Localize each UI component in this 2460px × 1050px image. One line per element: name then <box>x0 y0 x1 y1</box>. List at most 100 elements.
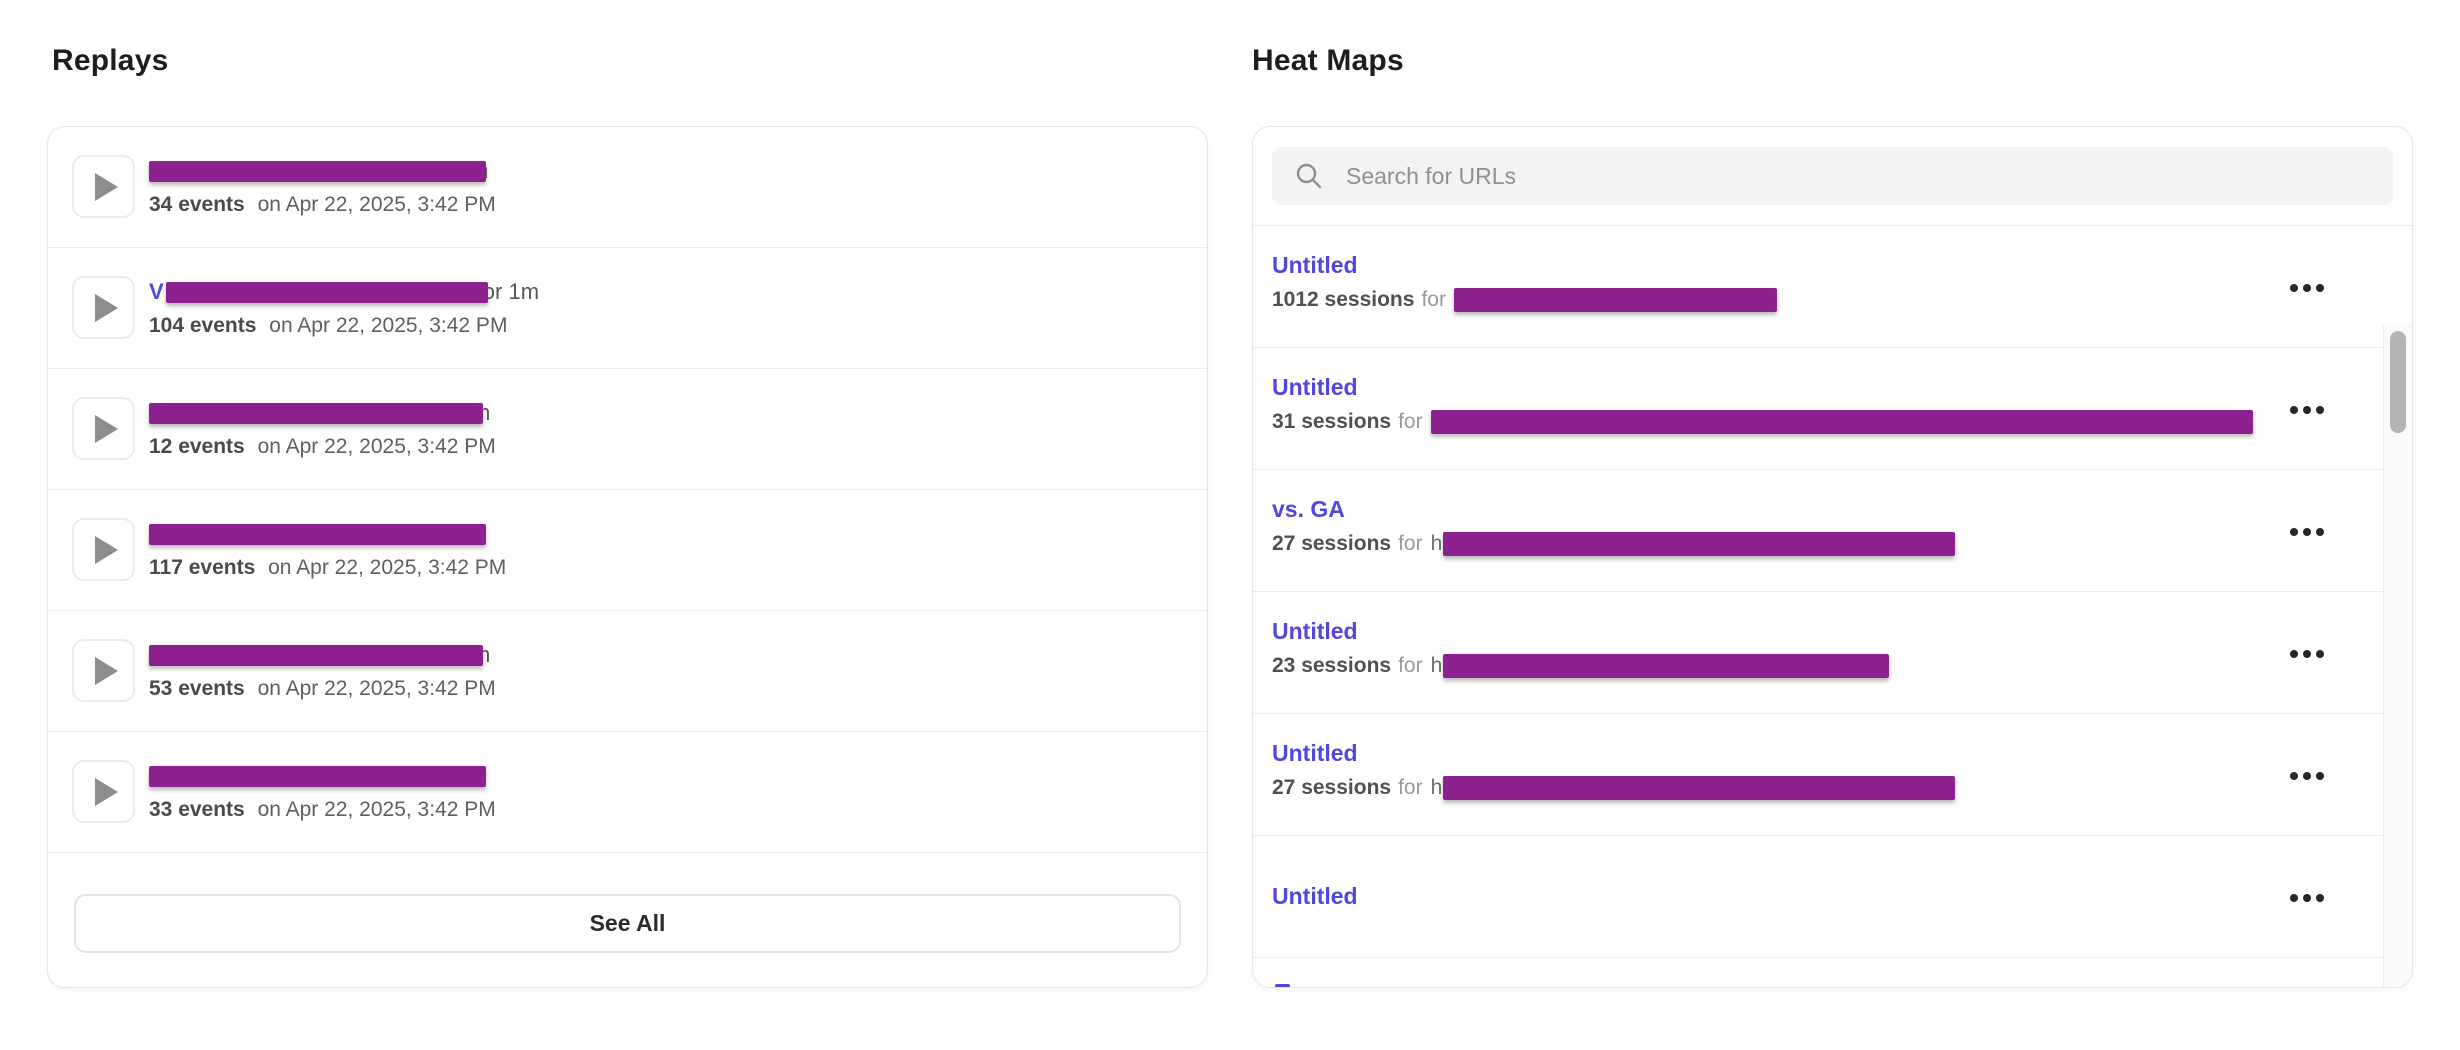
session-count: 1012 sessions <box>1272 288 1415 311</box>
heatmap-search-area <box>1253 127 2412 226</box>
redacted-url <box>1453 288 1777 312</box>
play-replay-button[interactable] <box>72 518 135 581</box>
replay-session-link[interactable]: m <box>149 155 1207 187</box>
replay-row: V for 1m 104 events on Apr 22, 2025, 3:4… <box>48 248 1207 369</box>
for-label: for <box>1398 776 1423 799</box>
replays-panel: m 34 events on Apr 22, 2025, 3:42 PM V f… <box>47 126 1208 988</box>
play-icon <box>95 535 118 564</box>
heatmap-title-link[interactable]: Untitled <box>1272 883 1358 909</box>
redacted-url <box>1443 776 1956 800</box>
for-label: for <box>1398 532 1423 555</box>
session-count: 27 sessions <box>1272 532 1392 555</box>
replay-timestamp: on Apr 22, 2025, 3:42 PM <box>257 677 496 700</box>
ellipsis-menu-icon <box>2290 893 2298 902</box>
session-count: 23 sessions <box>1272 654 1392 677</box>
replays-section-title: Replays <box>52 44 169 77</box>
replay-row: m 53 events on Apr 22, 2025, 3:42 PM <box>48 611 1207 732</box>
play-icon <box>95 172 118 201</box>
row-menu-button[interactable] <box>2264 639 2324 669</box>
event-count: 12 events <box>149 435 245 458</box>
heatmap-row: Untitled 1012 sessions for <box>1253 226 2383 348</box>
play-replay-button[interactable] <box>72 155 135 218</box>
heatmaps-panel: Untitled 1012 sessions for Untitled 31 s… <box>1252 126 2413 988</box>
scrollbar-track[interactable] <box>2383 325 2412 987</box>
heatmap-title-link[interactable]: Untitled <box>1272 252 1358 278</box>
replay-row: 33 events on Apr 22, 2025, 3:42 PM <box>48 732 1207 853</box>
session-count: 27 sessions <box>1272 776 1392 799</box>
redacted-visitor-name <box>149 402 483 424</box>
url-visible-prefix: h <box>1430 654 1443 677</box>
play-icon <box>95 656 118 685</box>
for-label: for <box>1398 654 1423 677</box>
redacted-visitor-name <box>149 644 483 666</box>
ellipsis-menu-icon <box>2290 527 2298 536</box>
ellipsis-menu-icon <box>2290 405 2298 414</box>
replay-timestamp: on Apr 22, 2025, 3:42 PM <box>257 435 496 458</box>
ellipsis-menu-icon <box>2290 283 2298 292</box>
replay-meta: 12 events on Apr 22, 2025, 3:42 PM <box>149 435 1207 459</box>
play-icon <box>95 414 118 443</box>
replay-meta: 33 events on Apr 22, 2025, 3:42 PM <box>149 798 1207 822</box>
search-icon <box>1296 163 1322 189</box>
play-replay-button[interactable] <box>72 639 135 702</box>
row-menu-button[interactable] <box>2264 761 2324 791</box>
play-replay-button[interactable] <box>72 276 135 339</box>
replay-meta: 53 events on Apr 22, 2025, 3:42 PM <box>149 677 1207 701</box>
ellipsis-menu-icon <box>2290 771 2298 780</box>
heatmap-meta: 1012 sessions for <box>1272 288 2383 312</box>
replay-timestamp: on Apr 22, 2025, 3:42 PM <box>257 798 496 821</box>
scrollbar-thumb[interactable] <box>2390 331 2406 433</box>
event-count: 33 events <box>149 798 245 821</box>
url-visible-prefix: h <box>1430 776 1443 799</box>
heatmap-meta: 27 sessions for h <box>1272 776 2383 800</box>
replay-timestamp: on Apr 22, 2025, 3:42 PM <box>268 556 507 579</box>
replay-session-link[interactable] <box>149 518 1207 550</box>
see-all-button[interactable]: See All <box>74 894 1181 953</box>
heatmap-row: Untitled 23 sessions for h <box>1253 592 2383 714</box>
heatmap-row: Untitled 27 sessions for h <box>1253 714 2383 836</box>
heatmap-title-link[interactable]: Untitled <box>1272 740 1358 766</box>
redacted-visitor-name <box>149 160 486 182</box>
replay-timestamp: on Apr 22, 2025, 3:42 PM <box>269 314 508 337</box>
heatmap-title-link[interactable]: Untitled <box>1272 618 1358 644</box>
row-menu-button[interactable] <box>2264 517 2324 547</box>
session-count: 31 sessions <box>1272 410 1392 433</box>
redacted-visitor-name <box>165 281 488 303</box>
redacted-url <box>1443 654 1890 678</box>
for-label: for <box>1398 410 1423 433</box>
search-urls-input[interactable] <box>1272 147 2393 205</box>
see-all-area: See All <box>48 853 1207 953</box>
heatmap-title-link[interactable]: Untitled <box>1272 374 1358 400</box>
partial-next-row-title <box>1275 984 1290 987</box>
event-count: 53 events <box>149 677 245 700</box>
for-label: for <box>1421 288 1446 311</box>
row-menu-button[interactable] <box>2264 273 2324 303</box>
heatmap-meta: 31 sessions for <box>1272 410 2383 434</box>
heatmap-meta: 27 sessions for h <box>1272 532 2383 556</box>
replay-row: 117 events on Apr 22, 2025, 3:42 PM <box>48 490 1207 611</box>
redacted-url <box>1430 410 2253 434</box>
replay-session-link[interactable]: V for 1m <box>149 276 1207 308</box>
heatmap-row: Untitled 31 sessions for <box>1253 348 2383 470</box>
replay-meta: 34 events on Apr 22, 2025, 3:42 PM <box>149 193 1207 217</box>
heatmap-row: Untitled <box>1253 836 2383 958</box>
play-icon <box>95 777 118 806</box>
heatmap-row: vs. GA 27 sessions for h <box>1253 470 2383 592</box>
play-replay-button[interactable] <box>72 397 135 460</box>
row-menu-button[interactable] <box>2264 883 2324 913</box>
search-box <box>1272 147 2393 205</box>
play-replay-button[interactable] <box>72 760 135 823</box>
redacted-visitor-name <box>149 523 486 545</box>
heatmap-list: Untitled 1012 sessions for Untitled 31 s… <box>1253 226 2412 987</box>
replay-session-link[interactable]: m <box>149 397 1207 429</box>
replay-row: m 12 events on Apr 22, 2025, 3:42 PM <box>48 369 1207 490</box>
replay-meta: 104 events on Apr 22, 2025, 3:42 PM <box>149 314 1207 338</box>
redacted-url <box>1443 532 1956 556</box>
heatmap-title-link[interactable]: vs. GA <box>1272 496 1345 522</box>
heatmap-row-partial <box>1253 958 2383 987</box>
redacted-visitor-name <box>149 765 486 787</box>
replay-session-link[interactable] <box>149 760 1207 792</box>
replay-session-link[interactable]: m <box>149 639 1207 671</box>
visitor-name-prefix: V <box>149 279 164 304</box>
row-menu-button[interactable] <box>2264 395 2324 425</box>
